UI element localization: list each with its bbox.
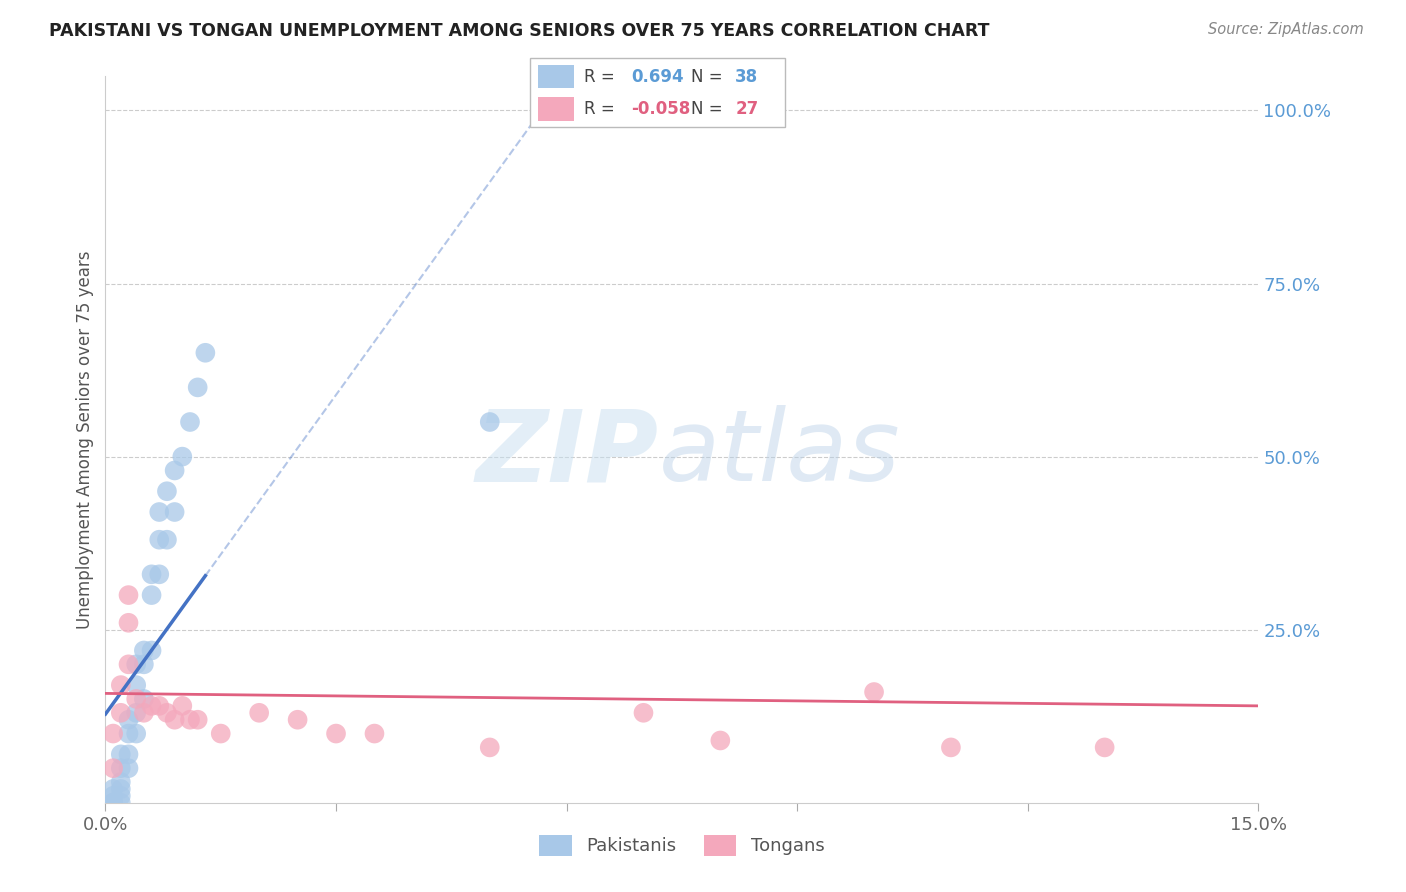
Point: [110, 706, 132, 720]
Text: R =: R =: [585, 100, 616, 118]
Point: [179, 415, 201, 429]
Point: [101, 796, 124, 810]
Point: [1094, 740, 1116, 755]
Point: [110, 796, 132, 810]
Point: [287, 713, 309, 727]
Point: [172, 698, 194, 713]
Point: [117, 726, 139, 740]
Text: N =: N =: [692, 68, 723, 86]
Point: [179, 713, 201, 727]
Point: [247, 706, 270, 720]
Point: [117, 657, 139, 672]
Point: [163, 505, 186, 519]
Text: Source: ZipAtlas.com: Source: ZipAtlas.com: [1208, 22, 1364, 37]
Text: 0.694: 0.694: [631, 68, 683, 86]
Point: [194, 345, 217, 359]
Point: [540, 103, 562, 118]
Point: [478, 415, 501, 429]
Point: [709, 733, 731, 747]
Point: [325, 726, 347, 740]
FancyBboxPatch shape: [537, 97, 574, 120]
Point: [863, 685, 886, 699]
Text: R =: R =: [585, 68, 616, 86]
Point: [110, 789, 132, 803]
Text: N =: N =: [692, 100, 723, 118]
Text: PAKISTANI VS TONGAN UNEMPLOYMENT AMONG SENIORS OVER 75 YEARS CORRELATION CHART: PAKISTANI VS TONGAN UNEMPLOYMENT AMONG S…: [49, 22, 990, 40]
Text: atlas: atlas: [659, 405, 900, 502]
Point: [125, 657, 148, 672]
Text: 38: 38: [735, 68, 758, 86]
Point: [187, 380, 209, 394]
Text: 27: 27: [735, 100, 759, 118]
Point: [101, 789, 124, 803]
Point: [110, 781, 132, 796]
Point: [148, 698, 170, 713]
FancyBboxPatch shape: [537, 65, 574, 88]
Point: [141, 698, 163, 713]
Point: [478, 740, 501, 755]
Point: [141, 643, 163, 657]
Point: [101, 761, 124, 775]
Point: [148, 505, 170, 519]
Point: [117, 747, 139, 762]
Point: [156, 484, 179, 499]
Point: [101, 796, 124, 810]
Point: [117, 761, 139, 775]
Point: [132, 657, 155, 672]
Point: [633, 706, 655, 720]
Point: [939, 740, 962, 755]
Point: [148, 567, 170, 582]
Point: [163, 713, 186, 727]
Point: [117, 615, 139, 630]
Point: [148, 533, 170, 547]
FancyBboxPatch shape: [530, 58, 785, 128]
Point: [101, 796, 124, 810]
Point: [101, 726, 124, 740]
Point: [117, 588, 139, 602]
Point: [101, 781, 124, 796]
Point: [156, 533, 179, 547]
Point: [125, 692, 148, 706]
Point: [163, 463, 186, 477]
Point: [141, 567, 163, 582]
Point: [110, 761, 132, 775]
Point: [209, 726, 232, 740]
Point: [125, 678, 148, 692]
Point: [156, 706, 179, 720]
Point: [187, 713, 209, 727]
Text: -0.058: -0.058: [631, 100, 690, 118]
Point: [110, 747, 132, 762]
Point: [125, 726, 148, 740]
Point: [117, 713, 139, 727]
Point: [110, 775, 132, 789]
Point: [125, 706, 148, 720]
Point: [132, 706, 155, 720]
Point: [141, 588, 163, 602]
Point: [132, 692, 155, 706]
Point: [363, 726, 385, 740]
Point: [132, 643, 155, 657]
Point: [110, 678, 132, 692]
Point: [172, 450, 194, 464]
Y-axis label: Unemployment Among Seniors over 75 years: Unemployment Among Seniors over 75 years: [76, 250, 94, 629]
Legend: Pakistanis, Tongans: Pakistanis, Tongans: [533, 828, 831, 863]
Text: ZIP: ZIP: [475, 405, 659, 502]
